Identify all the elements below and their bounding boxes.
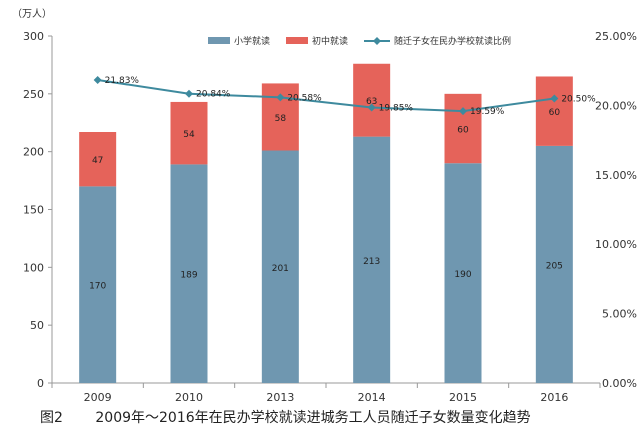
bar-primary-school xyxy=(444,163,482,383)
y-axis-unit-label: （万人） xyxy=(12,8,52,20)
ratio-line xyxy=(97,79,555,113)
bar-primary-school xyxy=(170,164,208,383)
left-axis-tick-label: 250 xyxy=(23,88,44,101)
bar-primary-school xyxy=(261,150,299,383)
data-label-junior-high: 47 xyxy=(92,156,103,166)
data-label-junior-high: 63 xyxy=(366,97,377,107)
legend: 小学就读 初中就读 随迁子女在民办学校就读比例 xyxy=(208,35,511,47)
data-labels: 170 47 189 54 201 58 213 63 190 60 205 60 21.83% 20.8… xyxy=(89,76,596,292)
data-label-ratio: 21.83% xyxy=(105,76,140,86)
data-label-ratio: 20.58% xyxy=(287,93,322,103)
legend-swatch-junior-high xyxy=(286,37,308,44)
legend-marker-ratio xyxy=(373,37,381,45)
ratio-point xyxy=(185,89,193,98)
data-label-primary-school: 205 xyxy=(546,261,563,271)
left-axis-tick-label: 50 xyxy=(30,319,44,332)
legend-label-ratio: 随迁子女在民办学校就读比例 xyxy=(394,35,511,47)
right-axis-tick-label: 10.00% xyxy=(595,238,637,251)
right-axis-tick-label: 25.00% xyxy=(595,30,637,43)
x-axis-tick-label: 2013 xyxy=(266,391,294,404)
ratio-point xyxy=(550,94,559,103)
ratio-point xyxy=(93,75,102,84)
figure-number: 图2 xyxy=(40,410,63,426)
bar-junior-high xyxy=(444,93,482,164)
right-axis-tick-label: 0.00% xyxy=(602,377,637,390)
data-label-junior-high: 60 xyxy=(457,126,469,136)
legend-label-primary-school: 小学就读 xyxy=(234,35,270,47)
bar-junior-high xyxy=(79,132,117,187)
data-label-ratio: 19.59% xyxy=(470,107,505,117)
left-axis-tick-label: 150 xyxy=(23,204,44,217)
data-label-primary-school: 170 xyxy=(89,282,106,292)
stacked-bar-line-chart: （万人） 0 50 100 150 200 250 300 0.00% 5.00% 10.00% 15… xyxy=(12,8,637,404)
figure-caption: 图2 2009年～2016年在民办学校就读进城务工人员随迁子女数量变化趋势 xyxy=(40,407,640,427)
bar-primary-school xyxy=(535,145,573,383)
bar-junior-high xyxy=(535,76,573,146)
data-label-primary-school: 213 xyxy=(363,257,380,267)
data-label-junior-high: 54 xyxy=(183,130,195,140)
bar-primary-school xyxy=(79,186,117,383)
caption-text: 2009年～2016年在民办学校就读进城务工人员随迁子女数量变化趋势 xyxy=(95,410,531,426)
data-label-primary-school: 189 xyxy=(180,271,197,281)
bar-junior-high xyxy=(170,101,208,165)
data-label-ratio: 20.50% xyxy=(561,94,596,104)
line-series xyxy=(93,75,559,116)
left-axis-tick-label: 0 xyxy=(37,377,44,390)
left-axis-tick-label: 100 xyxy=(23,261,44,274)
data-label-junior-high: 60 xyxy=(549,108,561,118)
x-axis-tick-label: 2010 xyxy=(175,391,203,404)
right-axis-tick-label: 20.00% xyxy=(595,99,637,112)
x-axis-tick-label: 2016 xyxy=(540,391,568,404)
data-label-junior-high: 58 xyxy=(275,114,287,124)
left-axis-tick-label: 300 xyxy=(23,30,44,43)
data-label-primary-school: 190 xyxy=(454,270,471,280)
x-axis-tick-label: 2014 xyxy=(358,391,386,404)
bar-primary-school xyxy=(353,136,391,383)
data-label-primary-school: 201 xyxy=(272,264,289,274)
ratio-point xyxy=(276,93,285,102)
right-axis-tick-label: 5.00% xyxy=(602,308,637,321)
ratio-point xyxy=(459,107,467,116)
left-axis-tick-label: 200 xyxy=(23,146,44,159)
legend-swatch-primary-school xyxy=(208,37,230,44)
legend-label-junior-high: 初中就读 xyxy=(312,35,348,47)
ratio-point xyxy=(367,103,376,112)
right-axis-tick-label: 15.00% xyxy=(595,169,637,182)
axes: （万人） 0 50 100 150 200 250 300 0.00% 5.00% 10.00% 15… xyxy=(12,8,637,404)
bar-series xyxy=(79,63,573,383)
x-axis-tick-label: 2015 xyxy=(449,391,477,404)
data-label-ratio: 19.85% xyxy=(379,103,414,113)
bar-junior-high xyxy=(353,63,391,137)
data-label-ratio: 20.84% xyxy=(196,90,231,100)
x-axis-tick-label: 2009 xyxy=(84,391,112,404)
